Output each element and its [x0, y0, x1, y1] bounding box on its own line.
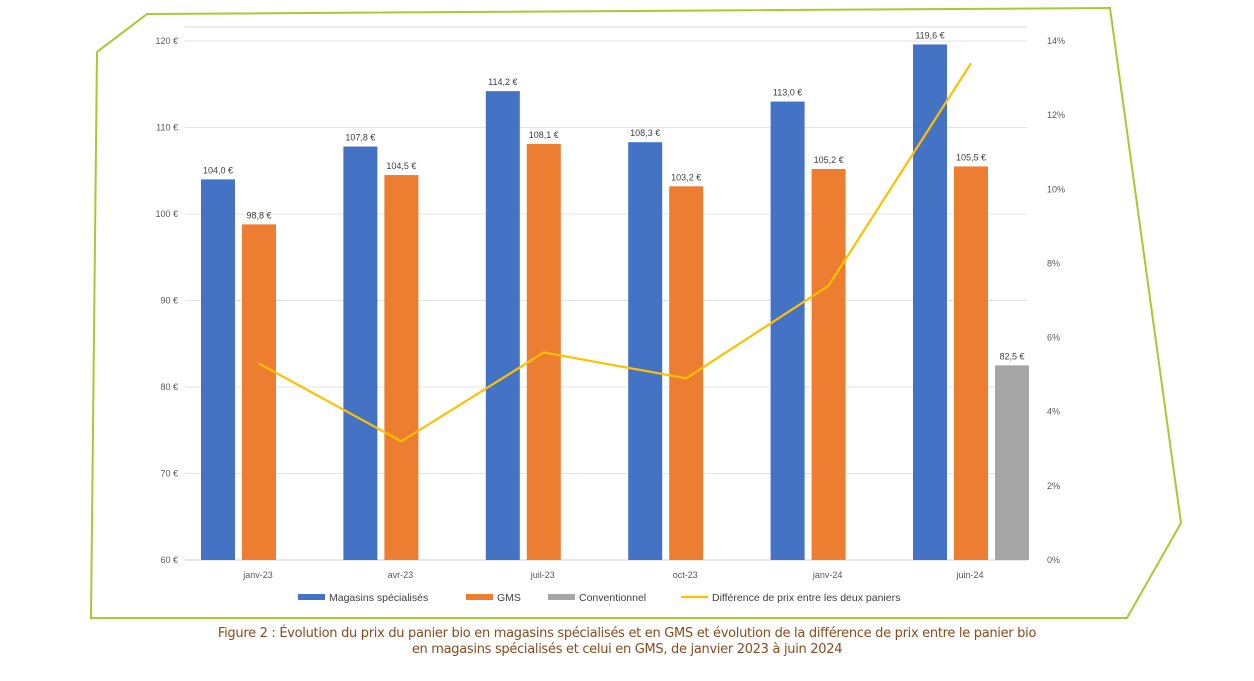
bar-gms	[242, 224, 276, 560]
bar-value-label: 107,8 €	[345, 133, 375, 143]
bar-value-label: 98,8 €	[246, 210, 271, 220]
right-tick-label: 8%	[1047, 258, 1060, 268]
bar-value-label: 113,0 €	[773, 88, 802, 98]
left-tick-label: 70 €	[160, 469, 178, 479]
bar-value-label: 104,0 €	[203, 165, 233, 175]
x-tick-label: juin-24	[955, 570, 983, 580]
bar-magasins	[201, 179, 235, 560]
x-tick-label: oct-23	[673, 570, 698, 580]
x-tick-label: avr-23	[388, 570, 414, 580]
difference-line-series	[258, 62, 972, 443]
bar-value-label: 108,1 €	[529, 130, 559, 140]
left-tick-label: 120 €	[155, 36, 178, 46]
gridlines	[185, 40, 1027, 561]
legend-label: GMS	[497, 592, 521, 604]
legend-swatch-magasins	[298, 594, 325, 600]
decorative-green-border	[89, 6, 1183, 619]
bar-gms	[669, 186, 704, 560]
x-tick-label: janv-23	[242, 570, 273, 580]
bar-value-label: 105,2 €	[814, 155, 844, 165]
legend-label: Conventionnel	[579, 592, 646, 604]
bar-magasins	[628, 142, 663, 560]
left-tick-label: 80 €	[160, 382, 178, 392]
bars	[201, 44, 1029, 561]
legend-label: Magasins spécialisés	[329, 592, 428, 604]
bar-value-label: 104,5 €	[386, 161, 416, 171]
left-tick-label: 60 €	[160, 555, 178, 565]
legend: Magasins spécialisés GMS Conventionnel Diff…	[298, 592, 900, 604]
bar-magasins	[485, 91, 520, 561]
x-tick-label: juil-23	[530, 570, 555, 580]
right-tick-label: 0%	[1047, 555, 1060, 565]
left-tick-label: 90 €	[160, 296, 178, 306]
right-tick-label: 10%	[1047, 184, 1065, 194]
legend-label: Différence de prix entre les deux panier…	[712, 592, 900, 604]
right-tick-label: 12%	[1047, 110, 1065, 120]
bar-magasins	[913, 44, 947, 560]
bar-data-labels: 104,0 € 98,8 € 107,8 € 104,5 € 114,2 € 108,1 …	[203, 30, 1025, 361]
left-tick-label: 110 €	[156, 123, 178, 133]
legend-swatch-conventionnel	[548, 594, 575, 600]
bar-value-label: 103,2 €	[671, 172, 701, 182]
bar-magasins	[343, 146, 378, 560]
left-tick-label: 100 €	[155, 209, 178, 219]
figure-caption: Figure 2 : Évolution du prix du panier b…	[0, 626, 1254, 658]
x-axis: janv-23 avr-23 juil-23 oct-23 janv-24 juin-24	[242, 570, 983, 580]
bar-value-label: 82,5 €	[999, 351, 1024, 361]
bar-value-label: 119,6 €	[915, 30, 944, 40]
bar-gms	[811, 169, 846, 560]
bar-value-label: 108,3 €	[630, 128, 660, 138]
right-tick-label: 14%	[1047, 36, 1065, 46]
right-tick-label: 6%	[1047, 333, 1060, 343]
right-tick-label: 2%	[1047, 481, 1060, 491]
right-tick-label: 4%	[1047, 407, 1060, 417]
left-axis: 60 € 70 € 80 € 90 € 100 € 110 € 120 €	[155, 36, 178, 565]
bar-conventionnel	[995, 365, 1029, 560]
bar-magasins	[770, 101, 805, 561]
difference-line	[258, 62, 972, 443]
legend-swatch-gms	[466, 594, 493, 600]
bar-value-label: 105,5 €	[956, 152, 986, 162]
bar-gms	[954, 166, 988, 561]
caption-line-1: Figure 2 : Évolution du prix du panier b…	[217, 626, 1037, 641]
caption-line-2: en magasins spécialisés et celui en GMS,…	[411, 642, 843, 657]
bar-value-label: 114,2 €	[488, 77, 517, 87]
bar-gms	[384, 175, 419, 560]
right-axis: 0% 2% 4% 6% 8% 10% 12% 14%	[1047, 36, 1065, 565]
x-tick-label: janv-24	[812, 570, 843, 580]
